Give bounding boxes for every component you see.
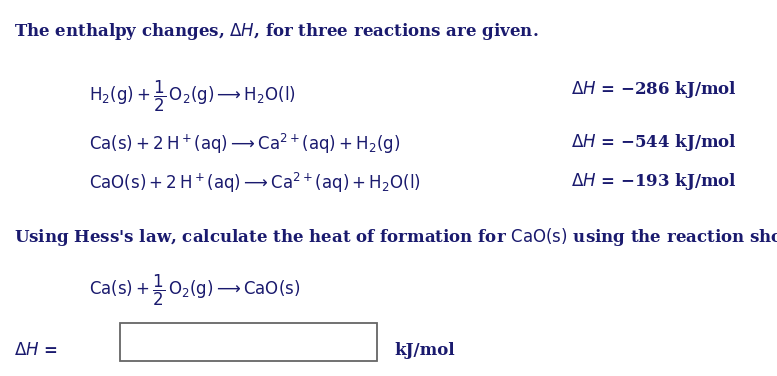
Text: $\mathrm{H_2(g) + \dfrac{1}{2}\,O_2(g) \longrightarrow H_2O(l)}$: $\mathrm{H_2(g) + \dfrac{1}{2}\,O_2(g) \… (89, 79, 296, 114)
Text: The enthalpy changes, $\mathit{\Delta H}$, for three reactions are given.: The enthalpy changes, $\mathit{\Delta H}… (14, 21, 538, 42)
Text: $\mathrm{Ca(s) + 2\,H^+(aq) \longrightarrow Ca^{2+}(aq) + H_2(g)}$: $\mathrm{Ca(s) + 2\,H^+(aq) \longrightar… (89, 132, 401, 156)
Text: Using Hess's law, calculate the heat of formation for $\mathrm{CaO(s)}$ using th: Using Hess's law, calculate the heat of … (14, 226, 777, 248)
Text: $\mathit{\Delta H}$ = −193 kJ/mol: $\mathit{\Delta H}$ = −193 kJ/mol (571, 171, 737, 192)
Text: $\mathit{\Delta H}$ = −544 kJ/mol: $\mathit{\Delta H}$ = −544 kJ/mol (571, 132, 737, 153)
Text: $\mathrm{CaO(s) + 2\,H^+(aq) \longrightarrow Ca^{2+}(aq) + H_2O(l)}$: $\mathrm{CaO(s) + 2\,H^+(aq) \longrighta… (89, 171, 421, 195)
Text: $\mathrm{Ca(s) + \dfrac{1}{2}\,O_2(g) \longrightarrow CaO(s)}$: $\mathrm{Ca(s) + \dfrac{1}{2}\,O_2(g) \l… (89, 273, 301, 308)
FancyBboxPatch shape (120, 323, 377, 361)
Text: $\mathit{\Delta H}$ = −286 kJ/mol: $\mathit{\Delta H}$ = −286 kJ/mol (571, 79, 737, 100)
Text: $\mathit{\Delta H}$ =: $\mathit{\Delta H}$ = (14, 342, 57, 359)
Text: kJ/mol: kJ/mol (394, 342, 455, 359)
